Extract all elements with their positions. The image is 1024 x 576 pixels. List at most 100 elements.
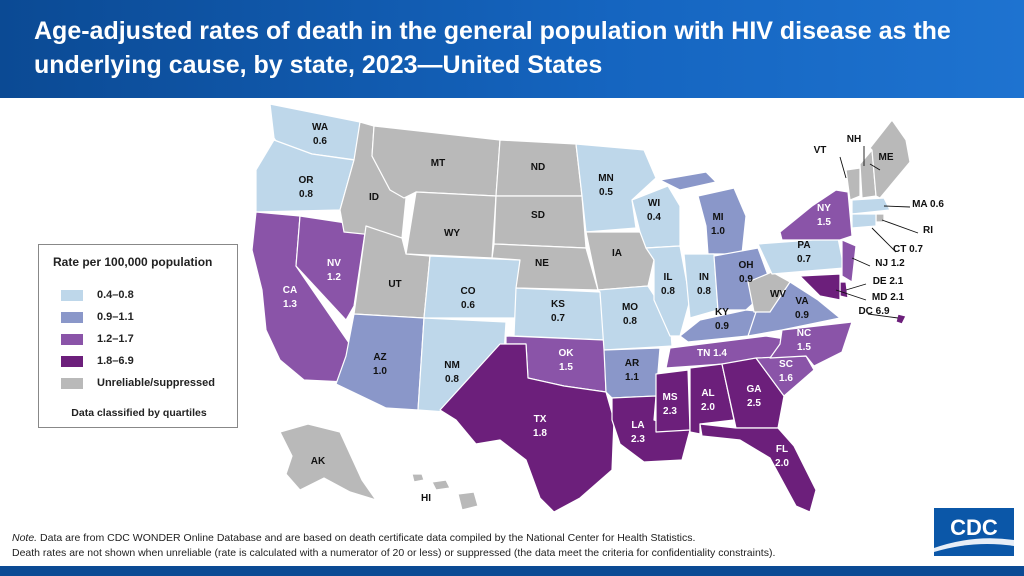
state-value-ks: 0.7	[551, 313, 565, 324]
state-value-nv: 1.2	[327, 272, 341, 283]
state-la	[611, 395, 691, 463]
state-il	[645, 245, 691, 337]
page-title: Age-adjusted rates of death in the gener…	[34, 17, 951, 79]
cdc-logo: CDC	[934, 508, 1014, 556]
state-value-fl: 2.0	[775, 458, 789, 469]
state-value-co: 0.6	[461, 300, 475, 311]
state-label-ma: MA 0.6	[912, 199, 944, 210]
leader-line-de	[845, 283, 867, 291]
state-value-ky: 0.9	[715, 321, 729, 332]
state-label-ia: IA	[612, 248, 622, 259]
state-label-sc: SC	[779, 359, 793, 370]
state-label-sd: SD	[531, 210, 545, 221]
state-tx	[439, 343, 615, 513]
legend-swatch	[61, 356, 83, 367]
map-legend: Rate per 100,000 population 0.4–0.8 0.9–1…	[38, 244, 238, 428]
state-label-ok: OK	[559, 348, 575, 359]
state-value-ar: 1.1	[625, 372, 639, 383]
state-label-mi: MI	[712, 212, 723, 223]
leader-line-dc	[867, 313, 899, 319]
state-hi	[411, 473, 479, 511]
state-label-tx: TX	[534, 414, 547, 425]
state-ma	[851, 197, 891, 215]
leader-line-ma	[883, 205, 911, 208]
state-value-tx: 1.8	[533, 428, 547, 439]
state-label-in: IN	[699, 272, 709, 283]
footnote-source: Data are from CDC WONDER Online Database…	[37, 532, 696, 544]
state-label-dc: DC 6.9	[858, 306, 890, 317]
state-wy	[405, 191, 497, 259]
state-label-ca: CA	[283, 285, 297, 296]
legend-label: 1.2–1.7	[97, 333, 134, 345]
state-value-az: 1.0	[373, 366, 387, 377]
state-value-ny: 1.5	[817, 217, 831, 228]
state-value-nm: 0.8	[445, 374, 459, 385]
state-mo	[597, 285, 673, 351]
legend-label: Unreliable/suppressed	[97, 377, 215, 389]
state-label-il: IL	[664, 272, 673, 283]
state-label-ny: NY	[817, 203, 831, 214]
state-value-ok: 1.5	[559, 362, 573, 373]
legend-swatch	[61, 312, 83, 323]
state-nc	[769, 321, 853, 367]
title-banner: Age-adjusted rates of death in the gener…	[0, 0, 1024, 98]
state-label-nc: NC	[797, 328, 811, 339]
state-value-nc: 1.5	[797, 342, 811, 353]
state-label-va: VA	[795, 296, 808, 307]
state-value-ca: 1.3	[283, 299, 297, 310]
state-label-ct: CT 0.7	[893, 244, 923, 255]
state-value-sc: 1.6	[779, 373, 793, 384]
state-dc	[895, 313, 907, 325]
leader-line-nj	[851, 257, 871, 267]
state-value-la: 2.3	[631, 434, 645, 445]
legend-label: 1.8–6.9	[97, 355, 134, 367]
state-label-ri: RI	[923, 225, 933, 236]
state-label-id: ID	[369, 192, 379, 203]
leader-line-md	[835, 289, 867, 301]
state-label-fl: FL	[776, 444, 788, 455]
state-value-mi: 1.0	[711, 226, 725, 237]
state-label-ar: AR	[625, 358, 640, 369]
state-value-or: 0.8	[299, 189, 313, 200]
state-fl	[699, 423, 817, 513]
footnote-line-1: Note. Data are from CDC WONDER Online Da…	[12, 531, 912, 546]
legend-swatch	[61, 378, 83, 389]
state-value-ms: 2.3	[663, 406, 677, 417]
state-value-al: 2.0	[701, 402, 715, 413]
leader-line-vt	[839, 156, 847, 179]
state-label-ky: KY	[715, 307, 729, 318]
state-value-il: 0.8	[661, 286, 675, 297]
state-label-nd: ND	[531, 162, 545, 173]
state-label-az: AZ	[373, 352, 386, 363]
state-value-wa: 0.6	[313, 136, 327, 147]
state-label-ms: MS	[663, 392, 678, 403]
state-label-vt: VT	[814, 145, 827, 156]
state-vt	[845, 167, 861, 201]
legend-swatch	[61, 334, 83, 345]
state-label-tn: TN 1.4	[697, 348, 727, 359]
state-label-wv: WV	[770, 289, 786, 300]
state-label-mt: MT	[431, 158, 445, 169]
legend-label: 0.4–0.8	[97, 289, 134, 301]
state-ny	[779, 189, 853, 241]
leader-line-me	[869, 163, 881, 171]
state-label-nv: NV	[327, 258, 341, 269]
legend-label: 0.9–1.1	[97, 311, 134, 323]
state-label-hi: HI	[421, 493, 431, 504]
state-label-de: DE 2.1	[873, 276, 904, 287]
footer-bar	[0, 566, 1024, 576]
state-label-wy: WY	[444, 228, 460, 239]
state-label-ne: NE	[535, 258, 549, 269]
state-mn	[575, 143, 657, 233]
logo-text: CDC	[950, 515, 998, 540]
state-label-wi: WI	[648, 198, 660, 209]
state-value-ga: 2.5	[747, 398, 761, 409]
legend-note: Data classified by quartiles	[71, 407, 207, 419]
state-value-mn: 0.5	[599, 187, 613, 198]
state-label-co: CO	[461, 286, 476, 297]
state-label-pa: PA	[797, 240, 810, 251]
state-value-mo: 0.8	[623, 316, 637, 327]
state-label-al: AL	[701, 388, 714, 399]
state-value-va: 0.9	[795, 310, 809, 321]
state-md	[799, 273, 841, 301]
